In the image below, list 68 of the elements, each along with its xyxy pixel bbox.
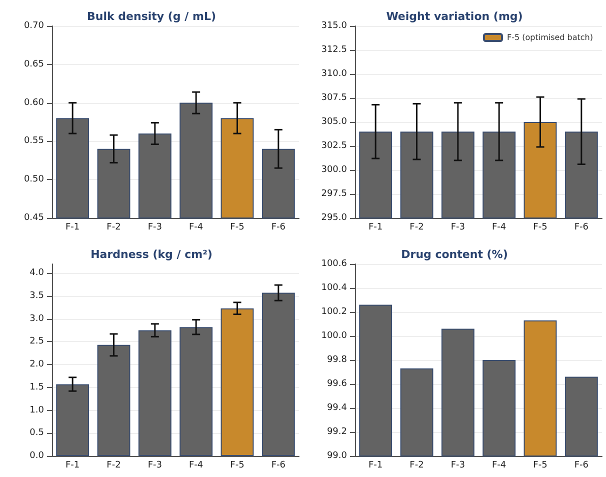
y-tick-label: 100.4	[321, 283, 348, 293]
y-tick-label: 100.0	[321, 331, 348, 341]
y-tick-label: 0.60	[24, 98, 44, 108]
y-tick-label: 0.5	[30, 428, 44, 438]
y-tick-label: 302.5	[321, 141, 347, 151]
bar	[138, 330, 172, 456]
x-tick-label: F-5	[533, 222, 548, 232]
x-tick-label: F-5	[230, 222, 244, 232]
y-tick-label: 3.5	[30, 291, 44, 301]
y-tick-label: 2.0	[30, 360, 44, 370]
y-tick-label: 99.8	[326, 355, 348, 365]
chart-title: Weight variation (mg)	[386, 10, 523, 23]
y-tick-label: 2.5	[30, 336, 44, 347]
x-tick-label: F-3	[148, 222, 162, 232]
x-tick-label: F-4	[492, 460, 506, 470]
y-tick-label: 0.65	[24, 59, 44, 70]
x-tick-label: F-3	[148, 460, 162, 470]
y-tick-label: 1.0	[30, 405, 44, 416]
legend-label: F-5 (optimised batch)	[506, 33, 594, 42]
y-tick-label: 0.50	[24, 174, 44, 185]
bar	[97, 344, 130, 456]
y-tick-label: 100.2	[321, 307, 347, 317]
y-tick-label: 297.5	[321, 189, 347, 199]
y-tick-label: 100.6	[321, 259, 348, 269]
y-tick-label: 99.6	[326, 379, 348, 389]
x-tick-label: F-2	[410, 460, 424, 470]
x-tick-label: F-4	[189, 460, 204, 470]
chart-title: Hardness (kg / cm²)	[90, 248, 212, 261]
y-tick-label: 0.0	[30, 451, 44, 461]
x-tick-label: F-1	[66, 460, 80, 470]
y-tick-label: 99.2	[326, 427, 347, 437]
x-tick-label: F-2	[410, 222, 424, 232]
y-tick-label: 0.45	[24, 213, 44, 223]
y-tick-label: 307.5	[321, 93, 347, 103]
bar	[262, 292, 295, 456]
y-tick-label: 315.0	[321, 21, 348, 31]
y-tick-label: 4.0	[30, 268, 44, 278]
y-tick-label: 305.0	[321, 117, 348, 127]
y-tick-label: 1.5	[30, 382, 44, 392]
x-tick-label: F-4	[492, 222, 506, 232]
y-tick-label: 295.0	[321, 213, 348, 223]
x-tick-label: F-6	[574, 222, 589, 232]
x-tick-label: F-1	[66, 222, 80, 232]
x-tick-label: F-1	[368, 222, 383, 232]
y-tick-label: 0.55	[24, 136, 44, 146]
x-tick-label: F-3	[450, 222, 465, 232]
x-tick-label: F-1	[368, 460, 383, 470]
chart-title: Drug content (%)	[401, 248, 508, 261]
y-tick-label: 312.5	[321, 45, 347, 55]
x-tick-label: F-5	[533, 460, 548, 470]
bar	[56, 384, 90, 456]
bar	[220, 308, 254, 456]
y-tick-label: 300.0	[321, 165, 348, 175]
bar	[180, 327, 213, 456]
x-tick-label: F-6	[271, 460, 286, 470]
y-tick-label: 310.0	[321, 69, 348, 79]
x-tick-label: F-6	[271, 222, 286, 232]
x-tick-label: F-3	[450, 460, 465, 470]
x-tick-label: F-2	[106, 222, 121, 232]
y-tick-label: 0.70	[24, 21, 44, 31]
y-tick-label: 99.0	[326, 451, 348, 461]
y-tick-label: 3.0	[30, 314, 44, 324]
chart-title: Bulk density (g / mL)	[87, 10, 216, 23]
x-tick-label: F-2	[106, 460, 121, 470]
x-tick-label: F-4	[189, 222, 204, 232]
x-tick-label: F-5	[230, 460, 244, 470]
x-tick-label: F-6	[574, 460, 589, 470]
y-tick-label: 99.4	[326, 403, 348, 413]
